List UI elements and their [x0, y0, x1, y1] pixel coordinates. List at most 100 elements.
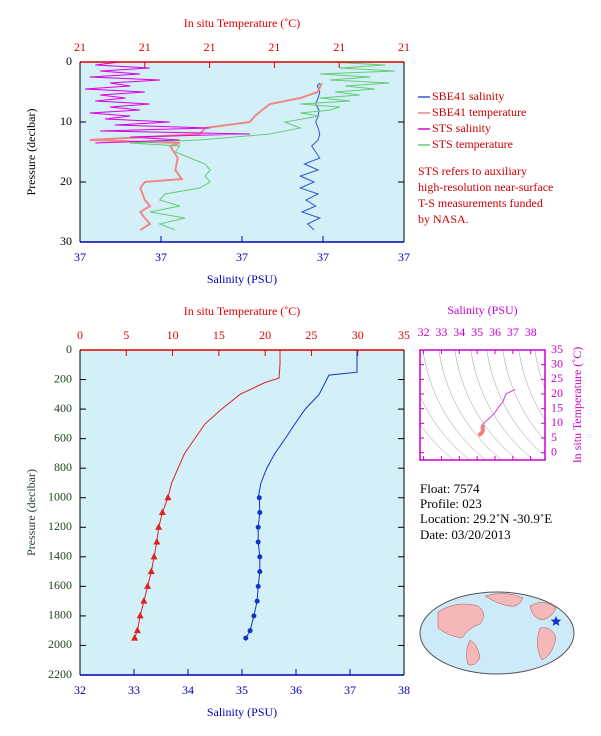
profile-line	[89, 82, 323, 231]
land	[437, 603, 484, 639]
circle-marker	[254, 598, 260, 604]
x-tick-label: 37	[155, 250, 167, 264]
x2-axis-title: In situ Temperature (˚C)	[184, 16, 301, 30]
triangle-marker	[147, 567, 155, 575]
circle-marker	[257, 569, 263, 575]
x2-tick-label: 30	[352, 328, 364, 342]
float-id: Float: 7574	[420, 481, 480, 496]
density-contour	[422, 350, 487, 460]
circle-marker	[247, 628, 253, 634]
x-tick-label: 36	[290, 683, 302, 697]
note: by NASA.	[418, 212, 469, 226]
plot-frame	[419, 349, 546, 461]
density-contour	[534, 350, 545, 390]
x-tick-label: 37	[507, 325, 519, 339]
triangle-marker	[140, 597, 148, 604]
y-tick-label: 20	[60, 174, 72, 188]
y-tick-label: 200	[54, 371, 72, 385]
profile-line	[129, 61, 395, 231]
triangle-marker	[150, 552, 158, 560]
profile-number: Profile: 023	[420, 496, 482, 511]
circle-marker	[255, 583, 261, 589]
x-tick-label: 33	[128, 683, 140, 697]
circle-marker	[256, 495, 262, 501]
density-contour	[470, 350, 535, 460]
x2-tick-label: 21	[333, 40, 345, 54]
circle-marker	[243, 635, 249, 641]
x2-tick-label: 21	[139, 40, 151, 54]
triangle-marker	[153, 538, 161, 545]
triangle-marker	[136, 611, 144, 619]
float-location	[550, 616, 562, 626]
x-axis-title: Salinity (PSU)	[447, 303, 517, 317]
land	[466, 639, 481, 666]
y-tick-label: 10	[551, 415, 563, 429]
circle-marker	[255, 524, 261, 530]
x-tick-label: 34	[182, 683, 194, 697]
land	[529, 602, 557, 621]
density-contour	[420, 395, 471, 460]
y-tick-label: 2200	[48, 667, 72, 681]
y-tick-label: 30	[60, 234, 72, 248]
legend-label: SBE41 salinity	[432, 89, 504, 103]
x-tick-label: 34	[453, 325, 465, 339]
circle-marker	[257, 554, 263, 560]
profile-line	[167, 350, 281, 498]
plot-area	[80, 62, 404, 242]
x2-tick-label: 5	[123, 328, 129, 342]
triangle-marker	[155, 523, 163, 530]
y-tick-label: 1600	[48, 578, 72, 592]
y-tick-label: 0	[66, 54, 72, 68]
density-contour	[420, 423, 455, 460]
x-tick-label: 35	[236, 683, 248, 697]
density-contour	[438, 350, 503, 460]
date: Date: 03/20/2013	[420, 527, 511, 542]
x2-tick-label: 15	[213, 328, 225, 342]
x-tick-label: 38	[525, 325, 537, 339]
density-contours	[420, 350, 545, 460]
x2-tick-label: 21	[74, 40, 86, 54]
ts-line	[482, 388, 516, 426]
y-tick-label: 2000	[48, 637, 72, 651]
x2-tick-label: 21	[398, 40, 410, 54]
x-tick-label: 37	[236, 250, 248, 264]
y-tick-label: 0	[66, 342, 72, 356]
density-contour	[486, 350, 545, 457]
y-tick-label: 20	[551, 386, 563, 400]
x2-axis-title: In situ Temperature (˚C)	[184, 304, 301, 318]
y-tick-label: 400	[54, 401, 72, 415]
y-tick-label: 800	[54, 460, 72, 474]
x-axis-title: Salinity (PSU)	[207, 272, 277, 286]
density-contour	[502, 350, 545, 441]
density-contour	[454, 350, 519, 460]
legend-label: STS salinity	[432, 121, 491, 135]
x-axis-title: Salinity (PSU)	[207, 705, 277, 719]
y-tick-label: 15	[551, 400, 563, 414]
y-tick-label: 30	[551, 356, 563, 370]
ts-line	[477, 424, 485, 438]
world-map	[419, 591, 575, 675]
plot-area	[80, 350, 404, 675]
y-tick-label: 1800	[48, 608, 72, 622]
x-tick-label: 37	[398, 250, 410, 264]
x-tick-label: 37	[344, 683, 356, 697]
circle-marker	[257, 510, 263, 515]
y-axis-title: Pressure (decibar)	[24, 109, 38, 196]
y-tick-label: 10	[60, 114, 72, 128]
density-contour	[518, 350, 545, 421]
x-tick-label: 38	[398, 683, 410, 697]
y-tick-label: 600	[54, 430, 72, 444]
y-tick-label: 1000	[48, 489, 72, 503]
plot-area	[420, 350, 545, 460]
y-axis-title: In situ Temperature (˚C)	[570, 347, 584, 464]
triangle-marker	[131, 634, 139, 641]
note: T-S measurements funded	[418, 196, 543, 210]
x2-tick-label: 21	[268, 40, 280, 54]
x-tick-label: 36	[489, 325, 501, 339]
land	[484, 593, 524, 607]
note: high-resolution near-surface	[418, 180, 553, 194]
triangle-marker	[164, 493, 172, 501]
y-tick-label: 5	[551, 430, 557, 444]
triangle-marker	[144, 582, 152, 589]
